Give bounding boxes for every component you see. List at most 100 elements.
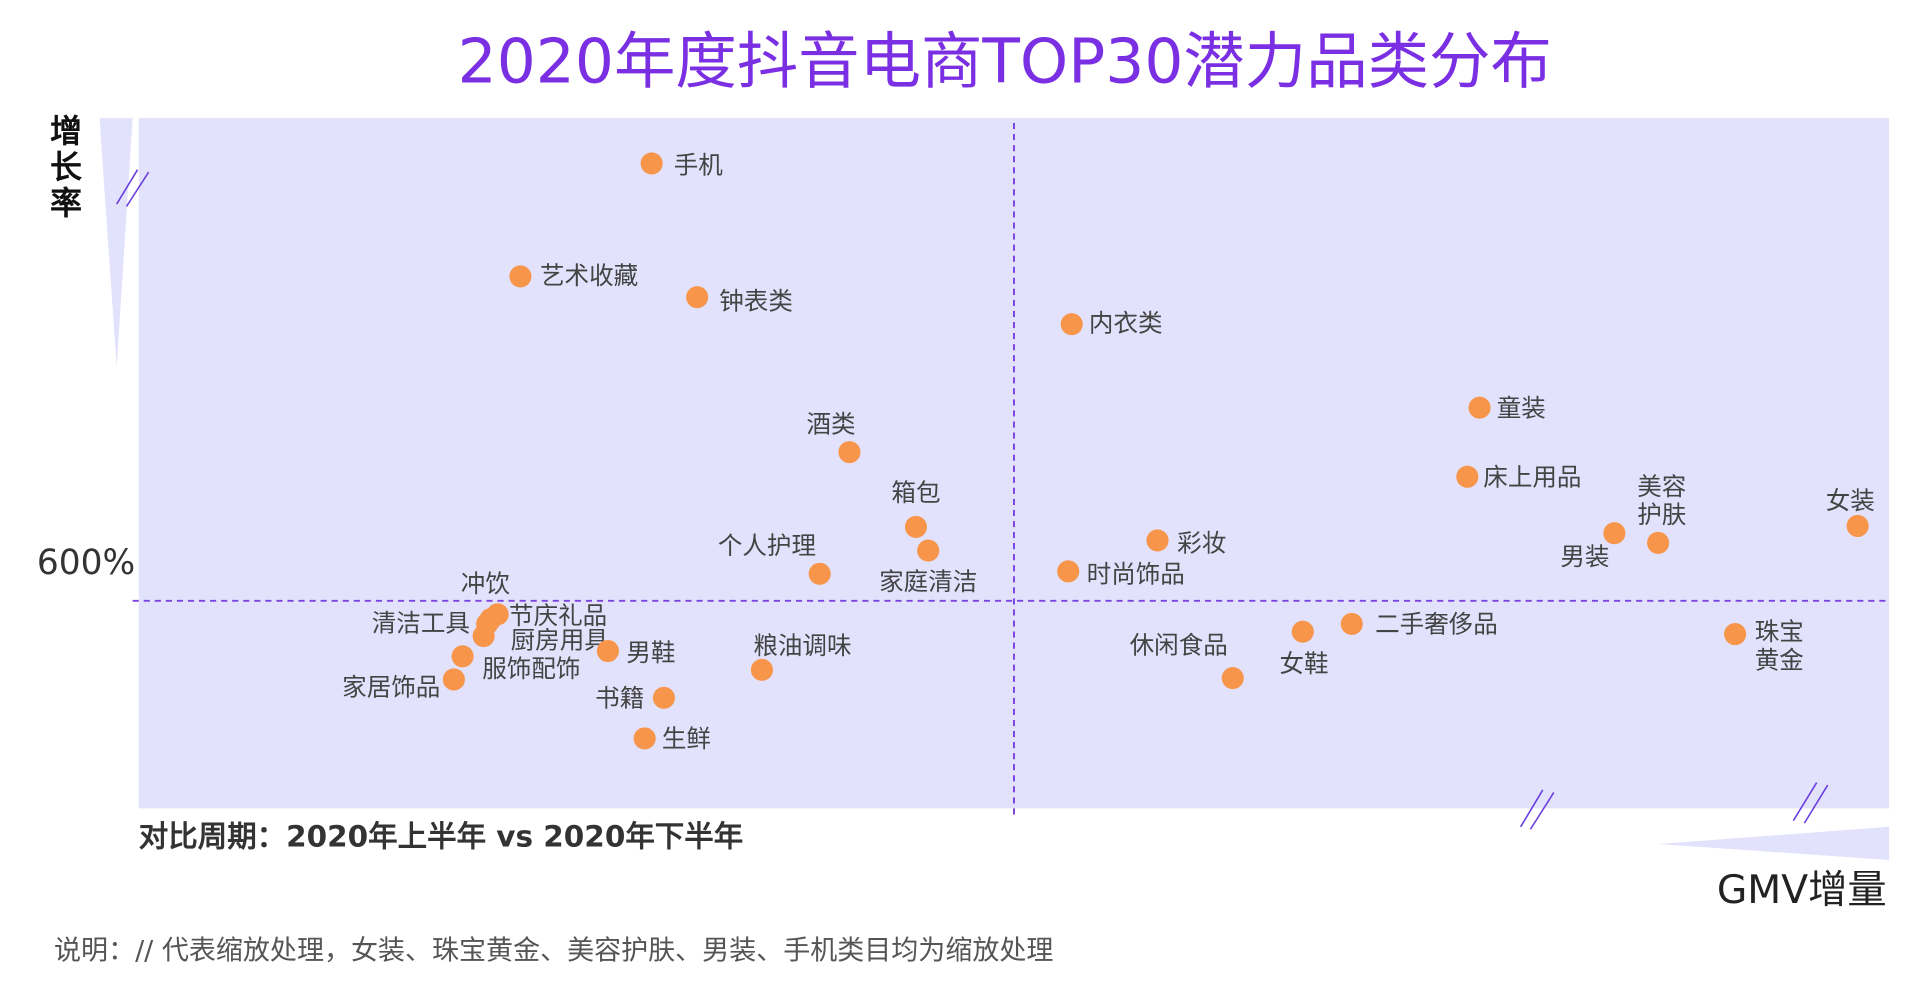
data-label: 粮油调味 <box>753 631 851 660</box>
data-point-group: 粮油调味 <box>750 631 852 681</box>
data-label-line: 清洁工具 <box>372 608 470 637</box>
data-point-group: 书籍 <box>595 683 675 712</box>
data-point[interactable] <box>509 265 532 288</box>
data-label-line: 珠宝 <box>1755 617 1804 646</box>
data-label: 手机 <box>674 150 724 179</box>
data-label-line: 休闲食品 <box>1130 630 1228 659</box>
data-point-group: 珠宝黄金 <box>1724 617 1804 675</box>
y-axis-arrow <box>99 118 133 368</box>
data-point[interactable] <box>904 515 928 538</box>
data-point-group: 箱包 <box>891 478 941 538</box>
data-label: 时尚饰品 <box>1087 559 1185 588</box>
data-label-line: 时尚饰品 <box>1087 559 1185 588</box>
data-label-line: 女装 <box>1826 486 1875 515</box>
data-label: 珠宝黄金 <box>1755 617 1804 674</box>
data-label-line: 童装 <box>1497 393 1546 422</box>
data-label: 厨房用具 <box>511 625 609 654</box>
x-axis-title: GMV增量 <box>1717 868 1887 913</box>
data-point[interactable] <box>640 152 663 175</box>
data-label-line: 钟表类 <box>719 286 793 315</box>
data-point-group: 内衣类 <box>1060 309 1163 338</box>
data-point[interactable] <box>1468 396 1491 419</box>
data-label-line: 酒类 <box>806 409 855 438</box>
data-label: 家庭清洁 <box>879 567 977 596</box>
data-point[interactable] <box>808 562 831 585</box>
data-label-line: 书籍 <box>595 683 644 712</box>
data-point-group: 彩妆 <box>1146 529 1226 558</box>
data-point-group: 手机 <box>640 150 724 179</box>
data-point[interactable] <box>1146 529 1169 552</box>
data-label-line: 节庆礼品 <box>509 601 607 630</box>
data-point-group: 个人护理 <box>718 531 831 585</box>
data-label: 节庆礼品 <box>509 601 607 630</box>
y-axis-title: 增长率 <box>45 114 83 222</box>
data-point[interactable] <box>917 539 940 562</box>
data-label-line: 家庭清洁 <box>879 567 977 596</box>
data-label: 休闲食品 <box>1130 630 1228 659</box>
data-point-group: 生鲜 <box>633 724 711 753</box>
data-point[interactable] <box>1724 623 1747 646</box>
data-point-group: 家居饰品 <box>342 668 465 701</box>
data-label: 二手奢侈品 <box>1375 610 1498 639</box>
data-label: 钟表类 <box>719 286 793 315</box>
data-point[interactable] <box>1057 560 1080 583</box>
data-label: 冲饮 <box>461 569 510 598</box>
data-point[interactable] <box>1647 531 1670 554</box>
y-reference-label: 600% <box>37 543 135 583</box>
data-point[interactable] <box>1846 514 1869 538</box>
data-point[interactable] <box>442 668 465 691</box>
data-point-group: 厨房用具 <box>472 624 609 654</box>
data-label-line: 冲饮 <box>461 569 510 598</box>
data-label-line: 男装 <box>1560 542 1609 571</box>
data-point[interactable] <box>838 441 861 464</box>
data-point[interactable] <box>451 645 474 668</box>
data-label-line: 黄金 <box>1755 646 1804 675</box>
data-label: 彩妆 <box>1177 529 1226 558</box>
data-label-line: 护肤 <box>1637 500 1686 529</box>
data-label-line: 美容 <box>1637 472 1686 501</box>
data-point[interactable] <box>472 624 495 648</box>
data-label: 美容护肤 <box>1637 472 1686 529</box>
data-point-group: 男鞋 <box>596 638 675 667</box>
data-label-line: 厨房用具 <box>511 625 609 654</box>
data-point-group: 酒类 <box>806 409 861 464</box>
data-point-group: 钟表类 <box>686 286 793 315</box>
data-label: 床上用品 <box>1483 462 1581 491</box>
data-label: 男装 <box>1560 542 1609 571</box>
data-point[interactable] <box>1340 612 1363 636</box>
data-label-line: 手机 <box>674 150 724 179</box>
data-point-group: 床上用品 <box>1456 462 1581 491</box>
data-label: 清洁工具 <box>372 608 470 637</box>
data-label: 个人护理 <box>718 531 816 560</box>
data-point[interactable] <box>686 286 709 309</box>
data-label-line: 男鞋 <box>626 638 675 667</box>
data-point-group: 清洁工具 <box>372 608 499 637</box>
data-point[interactable] <box>652 686 675 709</box>
data-point-group: 美容护肤 <box>1637 472 1686 554</box>
data-point-group: 家庭清洁 <box>879 539 977 596</box>
data-label: 女鞋 <box>1279 649 1328 678</box>
data-point[interactable] <box>633 727 656 750</box>
data-point[interactable] <box>1060 313 1083 336</box>
data-point[interactable] <box>1291 620 1314 643</box>
data-label-line: 艺术收藏 <box>540 261 638 290</box>
data-point[interactable] <box>1603 522 1626 545</box>
x-axis-arrow <box>1658 826 1890 860</box>
data-label: 男鞋 <box>626 638 675 667</box>
data-point[interactable] <box>596 639 619 663</box>
data-label-line: 服饰配饰 <box>482 654 580 683</box>
data-point[interactable] <box>750 658 773 681</box>
data-label: 书籍 <box>595 683 644 712</box>
data-label-line: 家居饰品 <box>342 672 440 701</box>
data-point[interactable] <box>1456 465 1479 488</box>
data-label: 内衣类 <box>1089 309 1163 338</box>
data-point-group: 服饰配饰 <box>451 645 580 683</box>
data-point-group: 女鞋 <box>1279 620 1329 678</box>
data-point[interactable] <box>1221 666 1244 690</box>
data-point-group: 女装 <box>1826 486 1875 538</box>
data-point-group: 童装 <box>1468 393 1546 422</box>
data-label: 女装 <box>1826 486 1875 515</box>
data-point-group: 休闲食品 <box>1130 630 1244 690</box>
data-point-group: 艺术收藏 <box>509 261 638 290</box>
